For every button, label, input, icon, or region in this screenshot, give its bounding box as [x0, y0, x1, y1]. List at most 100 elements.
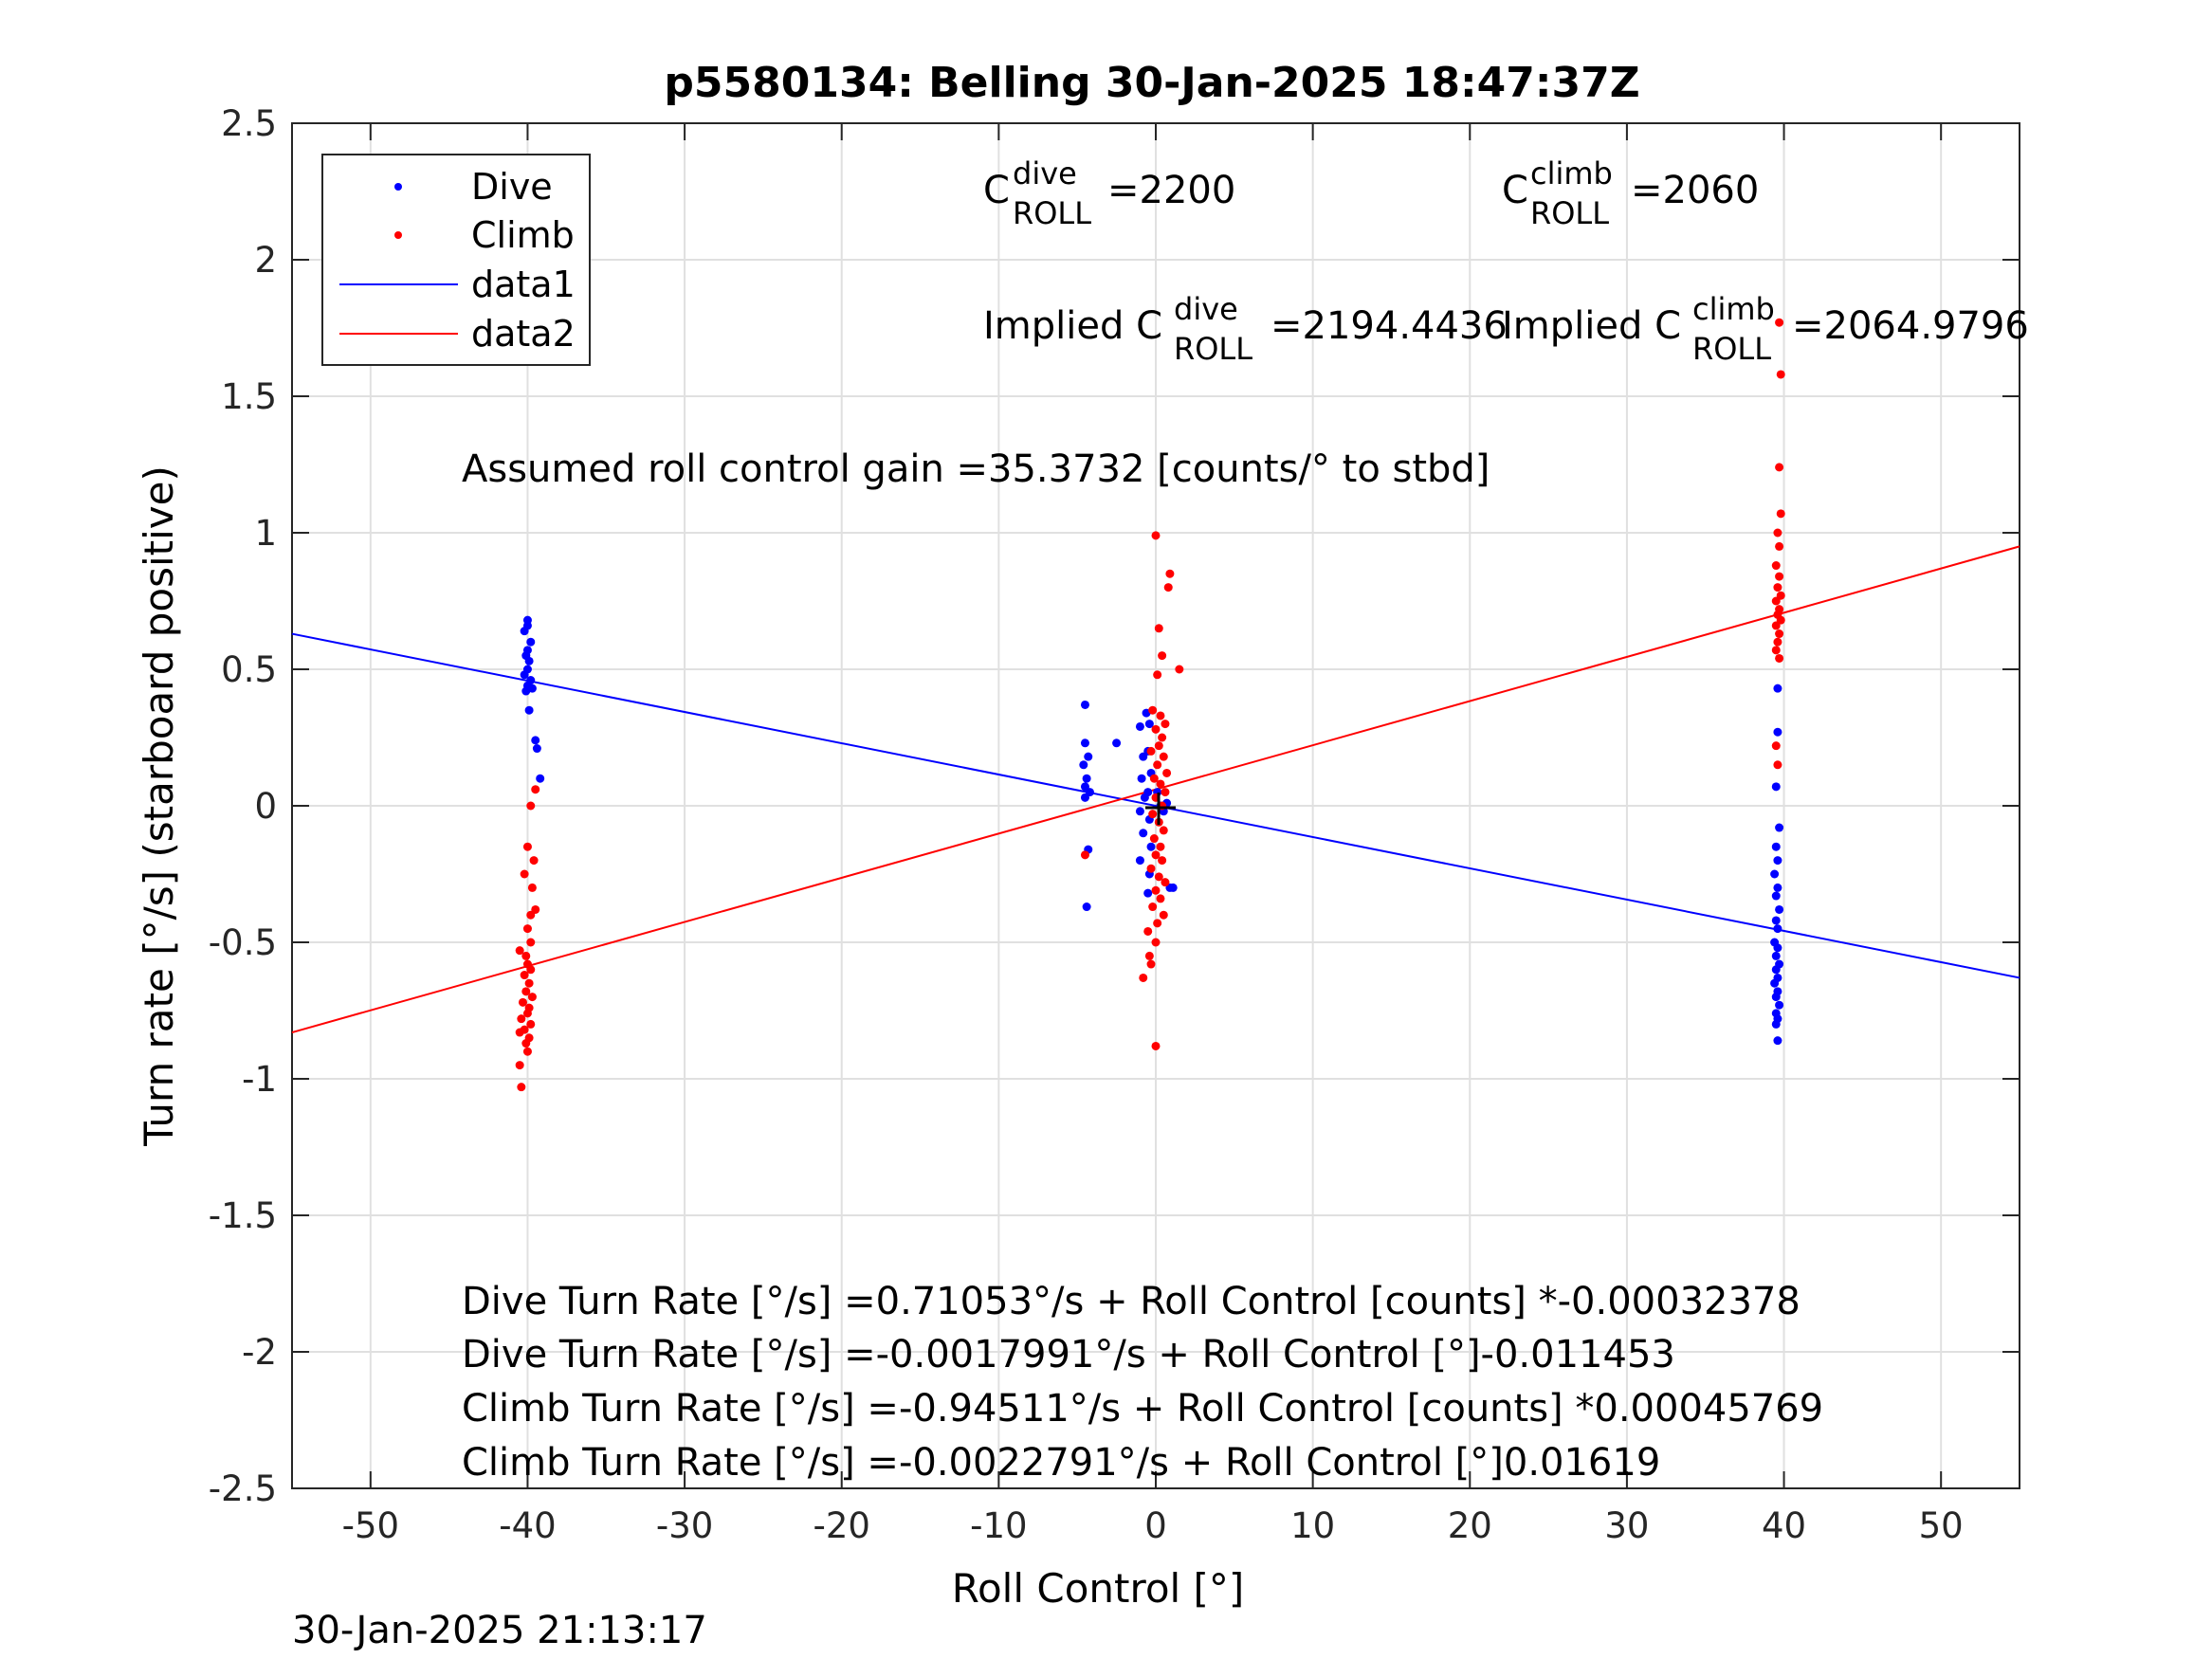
x-tick-label: 30 [1604, 1505, 1649, 1546]
climb-point [521, 951, 531, 960]
climb-point [1139, 973, 1148, 982]
climb-point [1158, 856, 1167, 866]
climb-point [1163, 583, 1173, 592]
dive-point [524, 656, 534, 665]
climb-point [1773, 528, 1782, 538]
climb-point [529, 856, 539, 866]
climb-point [1153, 919, 1162, 928]
dive-point [1771, 1019, 1781, 1029]
climb-point [1154, 872, 1163, 882]
climb-point [1151, 1041, 1161, 1050]
dive-point [531, 736, 540, 745]
climb-point [1146, 959, 1156, 969]
fit-line-data1 [291, 632, 2020, 979]
climb-point [1146, 864, 1156, 873]
climb-point [1165, 569, 1175, 578]
climb-point [1175, 665, 1184, 674]
climb-point [527, 993, 537, 1002]
dive-point [1773, 924, 1782, 934]
dive-point [1771, 951, 1781, 960]
dive-point [1082, 774, 1091, 783]
c-roll-dive: C dive ROLL =2200 [983, 155, 1235, 231]
y-tick-label: 2.5 [221, 103, 277, 144]
svg-text:Implied C: Implied C [983, 304, 1162, 348]
dive-point [532, 744, 541, 754]
climb-point [1149, 774, 1159, 783]
y-tick-label: -1 [242, 1059, 277, 1100]
climb-point [521, 1039, 531, 1048]
dive-point [1771, 891, 1781, 901]
climb-point [1154, 624, 1163, 633]
climb-point [1161, 878, 1170, 887]
climb-point [1151, 531, 1161, 540]
legend-dive-label: Dive [471, 166, 553, 208]
climb-point [1156, 894, 1165, 903]
x-tick-label: -50 [342, 1505, 399, 1546]
climb-point [526, 965, 536, 975]
dive-point [1084, 752, 1093, 761]
dive-point [1143, 888, 1153, 898]
climb-point [1159, 752, 1168, 761]
climb-point [1162, 768, 1172, 777]
climb-point [520, 971, 529, 980]
climb-point [526, 938, 536, 947]
climb-point [527, 883, 537, 892]
dive-point [1079, 760, 1088, 770]
dive-point [1770, 978, 1780, 988]
dive-point [1080, 793, 1089, 802]
climb-point [521, 987, 531, 996]
origin-marker [1145, 793, 1176, 825]
dive-point [1775, 1000, 1784, 1010]
climb-point [1775, 572, 1784, 581]
legend-data1-label: data1 [471, 264, 576, 305]
climb-point [1776, 370, 1785, 379]
dive-point [1773, 856, 1782, 866]
svg-text:ROLL: ROLL [1692, 331, 1771, 367]
dive-point [520, 670, 529, 680]
y-tick-label: 1.5 [221, 376, 277, 417]
dive-point [1137, 774, 1146, 783]
x-tick-label: 0 [1144, 1505, 1167, 1546]
climb-point [1161, 720, 1170, 729]
svg-text:C: C [983, 169, 1010, 212]
y-tick-label: 0 [254, 786, 277, 827]
svg-text:=2194.4436: =2194.4436 [1271, 304, 1508, 348]
climb-point [520, 869, 529, 879]
x-tick-labels: -50 -40 -30 -20 -10 0 10 20 30 40 50 [342, 1505, 1964, 1546]
climb-point [1151, 938, 1161, 947]
svg-text:climb: climb [1530, 155, 1613, 191]
climb-point [1773, 760, 1782, 770]
climb-point [515, 946, 524, 956]
dive-point [1773, 883, 1782, 892]
dive-point [1168, 883, 1178, 892]
x-tick-label: -40 [499, 1505, 556, 1546]
climb-point [1156, 842, 1165, 851]
climb-point [1773, 637, 1782, 647]
equation-climb-degrees: Climb Turn Rate [°/s] =-0.0022791°/s + R… [462, 1441, 1660, 1485]
climb-point [1148, 902, 1158, 912]
climb-point [526, 1019, 536, 1029]
dive-point [1771, 916, 1781, 925]
dive-point [1146, 842, 1156, 851]
equation-climb-counts: Climb Turn Rate [°/s] =-0.94511°/s + Rol… [462, 1387, 1823, 1431]
y-axis-label: Turn rate [°/s] (starboard positive) [136, 465, 182, 1147]
climb-point [1776, 509, 1785, 519]
chart-title: p5580134: Belling 30-Jan-2025 18:47:37Z [664, 59, 1639, 107]
climb-point [1159, 826, 1168, 835]
climb-point [1153, 760, 1162, 770]
svg-text:ROLL: ROLL [1174, 331, 1252, 367]
y-tick-label: -2.5 [209, 1468, 277, 1509]
y-tick-label: -0.5 [209, 922, 277, 963]
dive-point [1082, 902, 1091, 912]
dive-point [1143, 788, 1153, 797]
dive-point [1773, 727, 1782, 737]
equation-dive-counts: Dive Turn Rate [°/s] =0.71053°/s + Roll … [462, 1280, 1801, 1323]
dive-point [1771, 782, 1781, 792]
climb-point [1156, 779, 1165, 789]
climb-point [1775, 629, 1784, 639]
svg-text:climb: climb [1692, 291, 1775, 327]
climb-point [1773, 583, 1782, 592]
dive-point [1773, 1036, 1782, 1046]
climb-point [1158, 651, 1167, 661]
